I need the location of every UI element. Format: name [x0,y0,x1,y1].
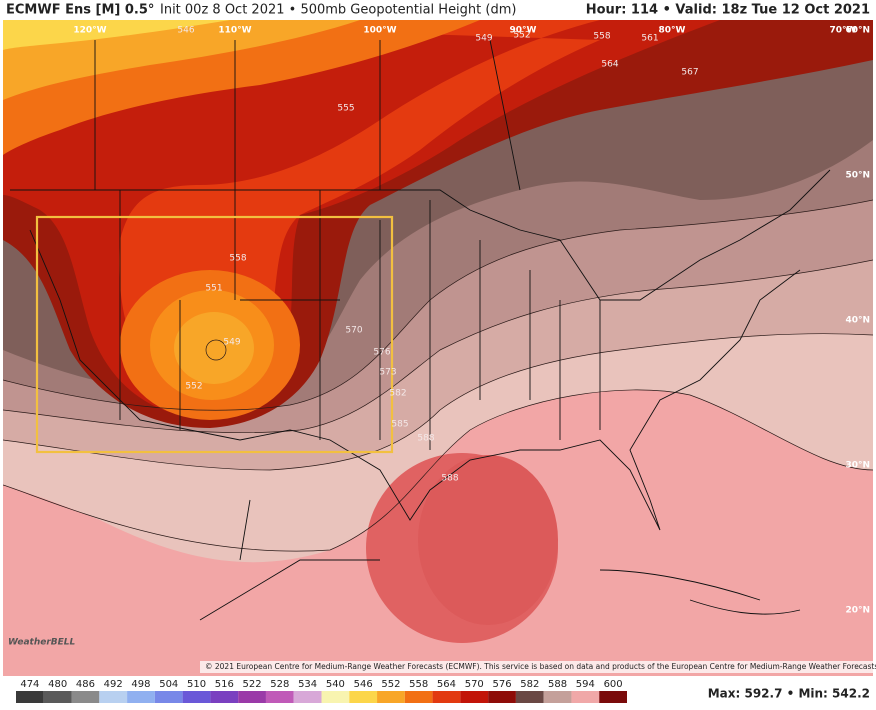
colorbar-label: 498 [131,679,150,690]
longitude-label: 90°W [510,26,537,36]
longitude-label: 120°W [73,26,106,36]
colorbar-label: 600 [604,679,623,690]
low-center [174,312,254,384]
contour-label: 570 [345,326,362,336]
colorbar-label: 546 [354,679,373,690]
map [3,20,873,676]
latitude-label: 40°N [845,316,870,326]
colorbar-swatch [16,691,44,703]
latitude-label: 20°N [845,606,870,616]
valid-time: Hour: 114 • Valid: 18z Tue 12 Oct 2021 [586,3,870,18]
gulf-high-core [418,455,558,625]
colorbar-swatch [599,691,627,703]
colorbar-swatch [515,691,544,703]
colorbar-swatch [265,691,294,703]
colorbar-label: 552 [381,679,400,690]
colorbar-label: 588 [548,679,567,690]
contour-label: 567 [681,68,698,78]
colorbar-swatch [460,691,489,703]
low-contour [205,339,227,361]
colorbar-swatch [571,691,600,703]
subtitle: Init 00z 8 Oct 2021 • 500mb Geopotential… [160,3,516,18]
colorbar-swatch [321,691,350,703]
contour [3,389,873,552]
latitude-label: 30°N [845,461,870,471]
colorbar-label: 492 [104,679,123,690]
colorbar-label: 486 [76,679,95,690]
model-title: ECMWF Ens [M] 0.5° [6,3,154,18]
colorbar-label: 534 [298,679,317,690]
colorbar-label: 480 [48,679,67,690]
contour-label: 552 [513,31,530,41]
colorbar-swatch [404,691,433,703]
contour-label: 564 [601,60,618,70]
colorbar-swatch [99,691,128,703]
colorbar-swatch [71,691,100,703]
colorbar-swatch [488,691,516,703]
contour-label: 588 [417,434,434,444]
colorbar-swatch [127,691,155,703]
colorbar-swatch [43,691,72,703]
stats: Max: 592.7 • Min: 542.2 [708,687,870,701]
colorbar-swatch [432,691,461,703]
colorbar-label: 564 [437,679,456,690]
contour-label: 558 [593,32,610,42]
colorbar-swatch [210,691,239,703]
contour-label: 546 [177,26,194,36]
colorbar-label: 528 [270,679,289,690]
colorbar-label: 576 [492,679,511,690]
contour-label: 561 [641,34,658,44]
contour-label: 588 [441,474,458,484]
colorbar-label: 474 [20,679,39,690]
colorbar-swatch [543,691,572,703]
colorbar-label: 582 [520,679,539,690]
contour-label: 555 [337,104,354,114]
colorbar-swatch [238,691,266,703]
band-528 [3,20,230,50]
colorbar-label: 510 [187,679,206,690]
latitude-label: 50°N [845,171,870,181]
contour-label: 585 [391,420,408,430]
colorbar-swatch [377,691,405,703]
colorbar-swatch [349,691,378,703]
longitude-label: 100°W [363,26,396,36]
colorbar-label: 522 [243,679,262,690]
colorbar-label: 540 [326,679,345,690]
logo: WeatherBELL [8,638,76,648]
colorbar-swatch [293,691,322,703]
longitude-label: 110°W [218,26,251,36]
copyright: © 2021 European Centre for Medium-Range … [205,662,876,671]
contour [3,333,873,471]
band-534 [3,20,360,100]
border-coast [29,229,801,531]
contour-label: 573 [379,368,396,378]
colorbar-label: 504 [159,679,178,690]
border-caribbean [599,569,801,615]
colorbar-swatch [182,691,211,703]
colorbar-label: 594 [576,679,595,690]
colorbar-label: 570 [465,679,484,690]
contour-label: 582 [389,389,406,399]
contour-label: 549 [223,338,240,348]
contour-label: 551 [205,284,222,294]
contour-label: 558 [229,254,246,264]
copyright-bg [200,661,873,673]
colorbar-label: 558 [409,679,428,690]
contour-label: 576 [373,348,390,358]
contour-label: 549 [475,34,492,44]
longitude-label: 80°W [659,26,686,36]
contour-label: 552 [185,382,202,392]
longitude-label: 70°W [830,26,857,36]
colorbar-label: 516 [215,679,234,690]
border-states [94,39,601,621]
contour [3,259,873,434]
latitude-label: 60°N [845,26,870,36]
highlight-box [35,215,394,454]
colorbar-swatch [154,691,183,703]
